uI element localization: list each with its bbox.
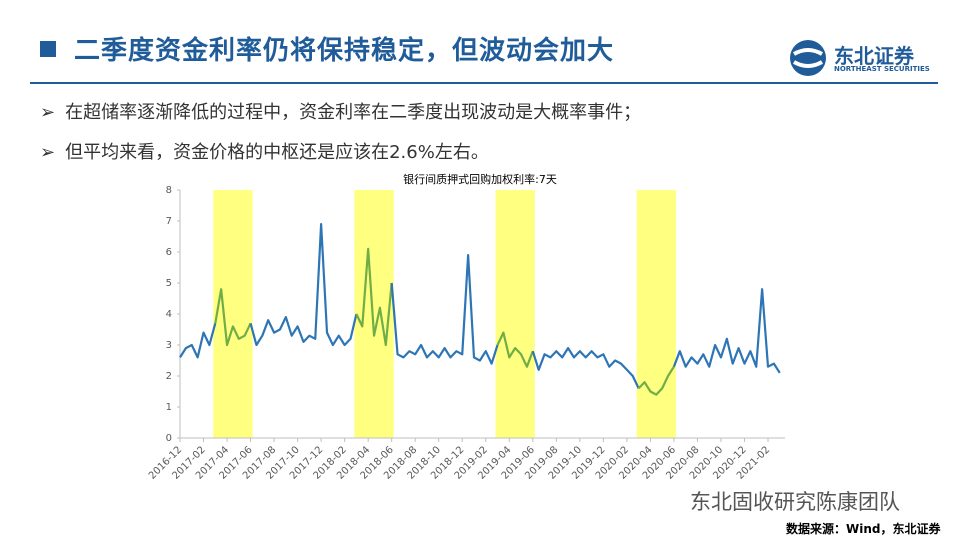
y-tick-label: 4: [166, 309, 172, 320]
watermark: 东北固收研究陈康团队: [690, 490, 900, 514]
y-tick-label: 2: [166, 371, 172, 382]
highlight-band: [636, 190, 676, 438]
y-tick-label: 1: [166, 402, 172, 413]
bullet-text: 但平均来看，资金价格的中枢还是应该在2.6%左右。: [65, 142, 489, 163]
line: [390, 254, 499, 365]
title-marker: [40, 41, 56, 57]
logo-name: 东北证券: [834, 44, 914, 68]
y-tick-label: 6: [166, 247, 172, 258]
slide-title: 二季度资金利率仍将保持稳定，但波动会加大: [74, 36, 615, 66]
line: [672, 288, 781, 374]
y-tick-label: 0: [166, 433, 172, 444]
y-tick-label: 7: [166, 216, 172, 227]
logo-subtitle: NORTHEAST SECURITIES: [834, 65, 930, 73]
bullet: ➢ 但平均来看，资金价格的中枢还是应该在2.6%左右。: [40, 142, 489, 163]
highlight-band: [495, 190, 535, 438]
y-tick-label: 3: [166, 340, 172, 351]
header-rule: [30, 82, 938, 84]
bullet-text: 在超储率逐渐降低的过程中，资金利率在二季度出现波动是大概率事件；: [65, 102, 642, 123]
highlight-band: [354, 190, 394, 438]
chart-title: 银行间质押式回购加权利率:7天: [403, 172, 557, 186]
y-tick-label: 8: [166, 185, 172, 196]
line: [249, 223, 358, 347]
line: [179, 323, 217, 359]
highlighted-line: [637, 366, 675, 396]
highlighted-line: [355, 247, 393, 347]
highlighted-line: [214, 288, 252, 347]
y-tick-label: 5: [166, 278, 172, 289]
bullet: ➢ 在超储率逐渐降低的过程中，资金利率在二季度出现波动是大概率事件；: [40, 102, 642, 123]
source: 数据来源：Wind，东北证券: [786, 522, 941, 536]
line: [531, 347, 640, 389]
highlight-band: [213, 190, 253, 438]
logo-icon: [790, 40, 826, 76]
logo: 东北证券 NORTHEAST SECURITIES: [788, 38, 938, 78]
highlighted-line: [496, 331, 534, 368]
